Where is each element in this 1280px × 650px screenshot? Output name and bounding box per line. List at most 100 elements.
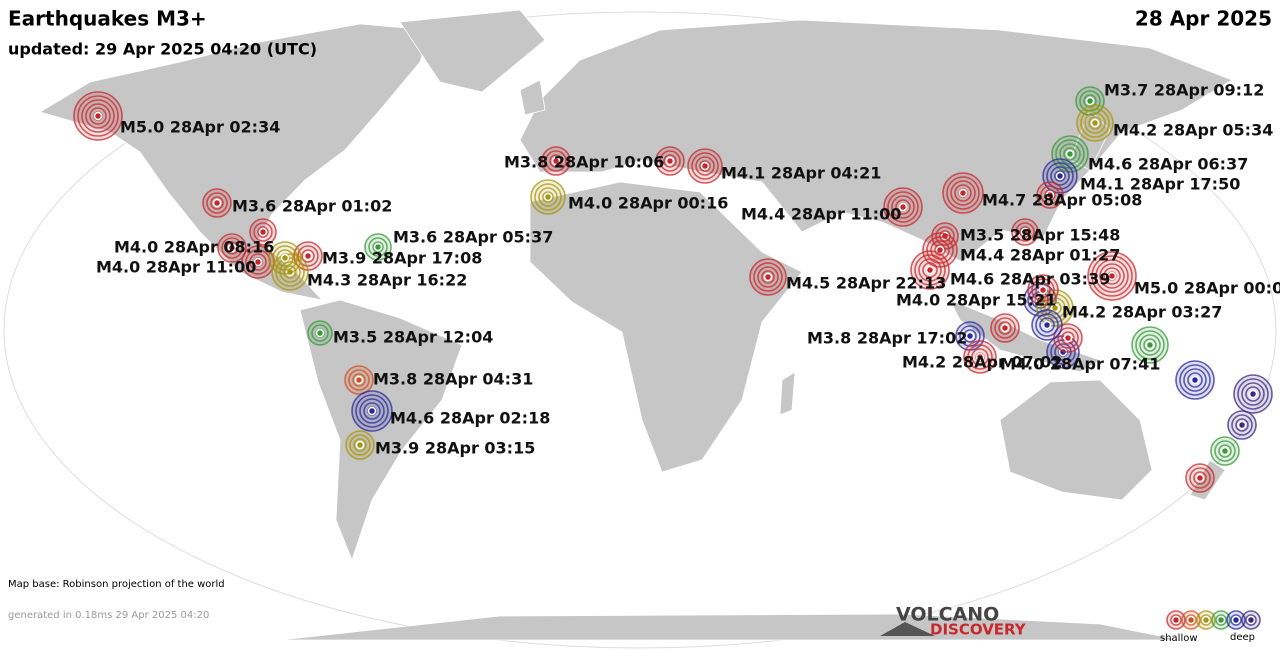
marker-center — [1216, 615, 1226, 625]
quake-marker[interactable] — [1036, 181, 1064, 209]
marker-ring — [1051, 135, 1089, 173]
marker-ring — [253, 222, 273, 242]
quake-label: M4.1 28Apr 04:21 — [721, 164, 881, 183]
quake-label: M4.2 28Apr 03:27 — [1062, 303, 1222, 322]
quake-marker[interactable] — [541, 146, 571, 176]
marker-ring — [1019, 226, 1031, 238]
quake-marker[interactable] — [1185, 463, 1215, 493]
marker-ring — [542, 191, 554, 203]
quake-marker[interactable] — [364, 233, 392, 261]
marker-ring — [990, 313, 1020, 343]
quake-marker[interactable] — [963, 340, 997, 374]
quake-label: M4.0 28Apr 11:00 — [96, 258, 256, 277]
quakes: M5.0 28Apr 02:34 M3.6 28Apr 01:02 M4.0 28A… — [73, 81, 1280, 493]
marker-ring — [1061, 331, 1075, 345]
marker-ring — [1048, 301, 1062, 315]
quake-marker[interactable] — [307, 320, 333, 346]
quake-marker[interactable] — [268, 241, 302, 275]
marker-center — [373, 242, 383, 252]
quake-marker[interactable] — [1031, 309, 1063, 341]
marker-ring — [1076, 104, 1114, 142]
marker-ring — [1027, 274, 1059, 306]
quake-marker[interactable] — [687, 148, 723, 184]
marker-ring — [210, 196, 224, 210]
marker-ring — [545, 150, 567, 172]
legend-marker[interactable] — [1211, 610, 1231, 630]
quake-marker[interactable] — [351, 390, 393, 432]
quake-marker[interactable] — [1233, 374, 1273, 414]
marker-ring — [967, 344, 993, 370]
quake-marker[interactable] — [217, 233, 247, 263]
title: Earthquakes M3+ — [8, 7, 207, 31]
quake-marker[interactable] — [1011, 218, 1039, 246]
legend-marker[interactable] — [1226, 610, 1246, 630]
quake-marker[interactable] — [1076, 104, 1114, 142]
marker-ring — [1196, 610, 1216, 630]
marker-ring — [1080, 108, 1110, 138]
marker-ring — [268, 241, 302, 275]
legend-marker[interactable] — [1181, 610, 1201, 630]
legend-marker[interactable] — [1241, 610, 1261, 630]
quake-marker[interactable] — [202, 188, 232, 218]
marker-ring — [883, 187, 923, 227]
quake-marker[interactable] — [73, 91, 123, 141]
quake-marker[interactable] — [1036, 289, 1074, 327]
marker-ring — [1084, 112, 1106, 134]
quake-label: M4.4 28Apr 11:00 — [741, 205, 901, 224]
marker-ring — [1011, 218, 1039, 246]
quake-marker[interactable] — [883, 187, 923, 227]
marker-ring — [1230, 614, 1242, 626]
quake-marker[interactable] — [1042, 158, 1078, 194]
quake-marker[interactable] — [655, 146, 685, 176]
quake-marker[interactable] — [1175, 360, 1215, 400]
marker-ring — [687, 148, 723, 184]
marker-center — [925, 265, 935, 275]
marker-ring — [352, 373, 366, 387]
marker-center — [1045, 190, 1055, 200]
quake-marker[interactable] — [990, 313, 1020, 343]
marker-ring — [655, 146, 685, 176]
quake-marker[interactable] — [249, 218, 277, 246]
quake-marker[interactable] — [1087, 251, 1137, 301]
quake-marker[interactable] — [345, 430, 375, 460]
marker-ring — [344, 365, 374, 395]
quake-marker[interactable] — [344, 365, 374, 395]
quake-label: M4.3 28Apr 16:22 — [307, 271, 467, 290]
quake-marker[interactable] — [530, 179, 566, 215]
marker-ring — [1187, 372, 1203, 388]
marker-center — [1186, 615, 1196, 625]
quake-marker[interactable] — [1075, 86, 1105, 116]
marker-ring — [942, 172, 984, 214]
marker-ring — [1231, 414, 1253, 436]
marker-ring — [1131, 326, 1169, 364]
marker-ring — [534, 183, 562, 211]
marker-ring — [1044, 189, 1056, 201]
marker-ring — [934, 244, 946, 256]
marker-center — [1065, 149, 1075, 159]
map-base: Map base: Robinson projection of the wor… — [8, 579, 225, 590]
quake-label: M3.9 28Apr 17:08 — [322, 249, 482, 268]
quake-marker[interactable] — [955, 321, 985, 351]
quake-marker[interactable] — [1131, 326, 1169, 364]
quake-marker[interactable] — [1210, 436, 1240, 466]
legend-marker[interactable] — [1166, 610, 1186, 630]
marker-ring — [1135, 330, 1165, 360]
legend-marker[interactable] — [1196, 610, 1216, 630]
marker-ring — [914, 254, 946, 286]
marker-ring — [757, 266, 779, 288]
marker-center — [303, 251, 313, 261]
quake-marker[interactable] — [1227, 410, 1257, 440]
marker-ring — [349, 434, 371, 456]
quake-marker[interactable] — [1027, 274, 1059, 306]
quake-label: M3.9 28Apr 03:15 — [375, 439, 535, 458]
quake-marker[interactable] — [942, 172, 984, 214]
marker-ring — [1179, 364, 1211, 396]
quake-marker[interactable] — [749, 258, 787, 296]
marker-ring — [73, 91, 123, 141]
marker-ring — [271, 253, 309, 291]
quake-label: M3.8 28Apr 04:31 — [373, 370, 533, 389]
updated: updated: 29 Apr 2025 04:20 (UTC) — [8, 40, 317, 59]
quake-marker[interactable] — [910, 250, 950, 290]
marker-center — [212, 198, 222, 208]
quake-label: M3.5 28Apr 12:04 — [333, 328, 493, 347]
